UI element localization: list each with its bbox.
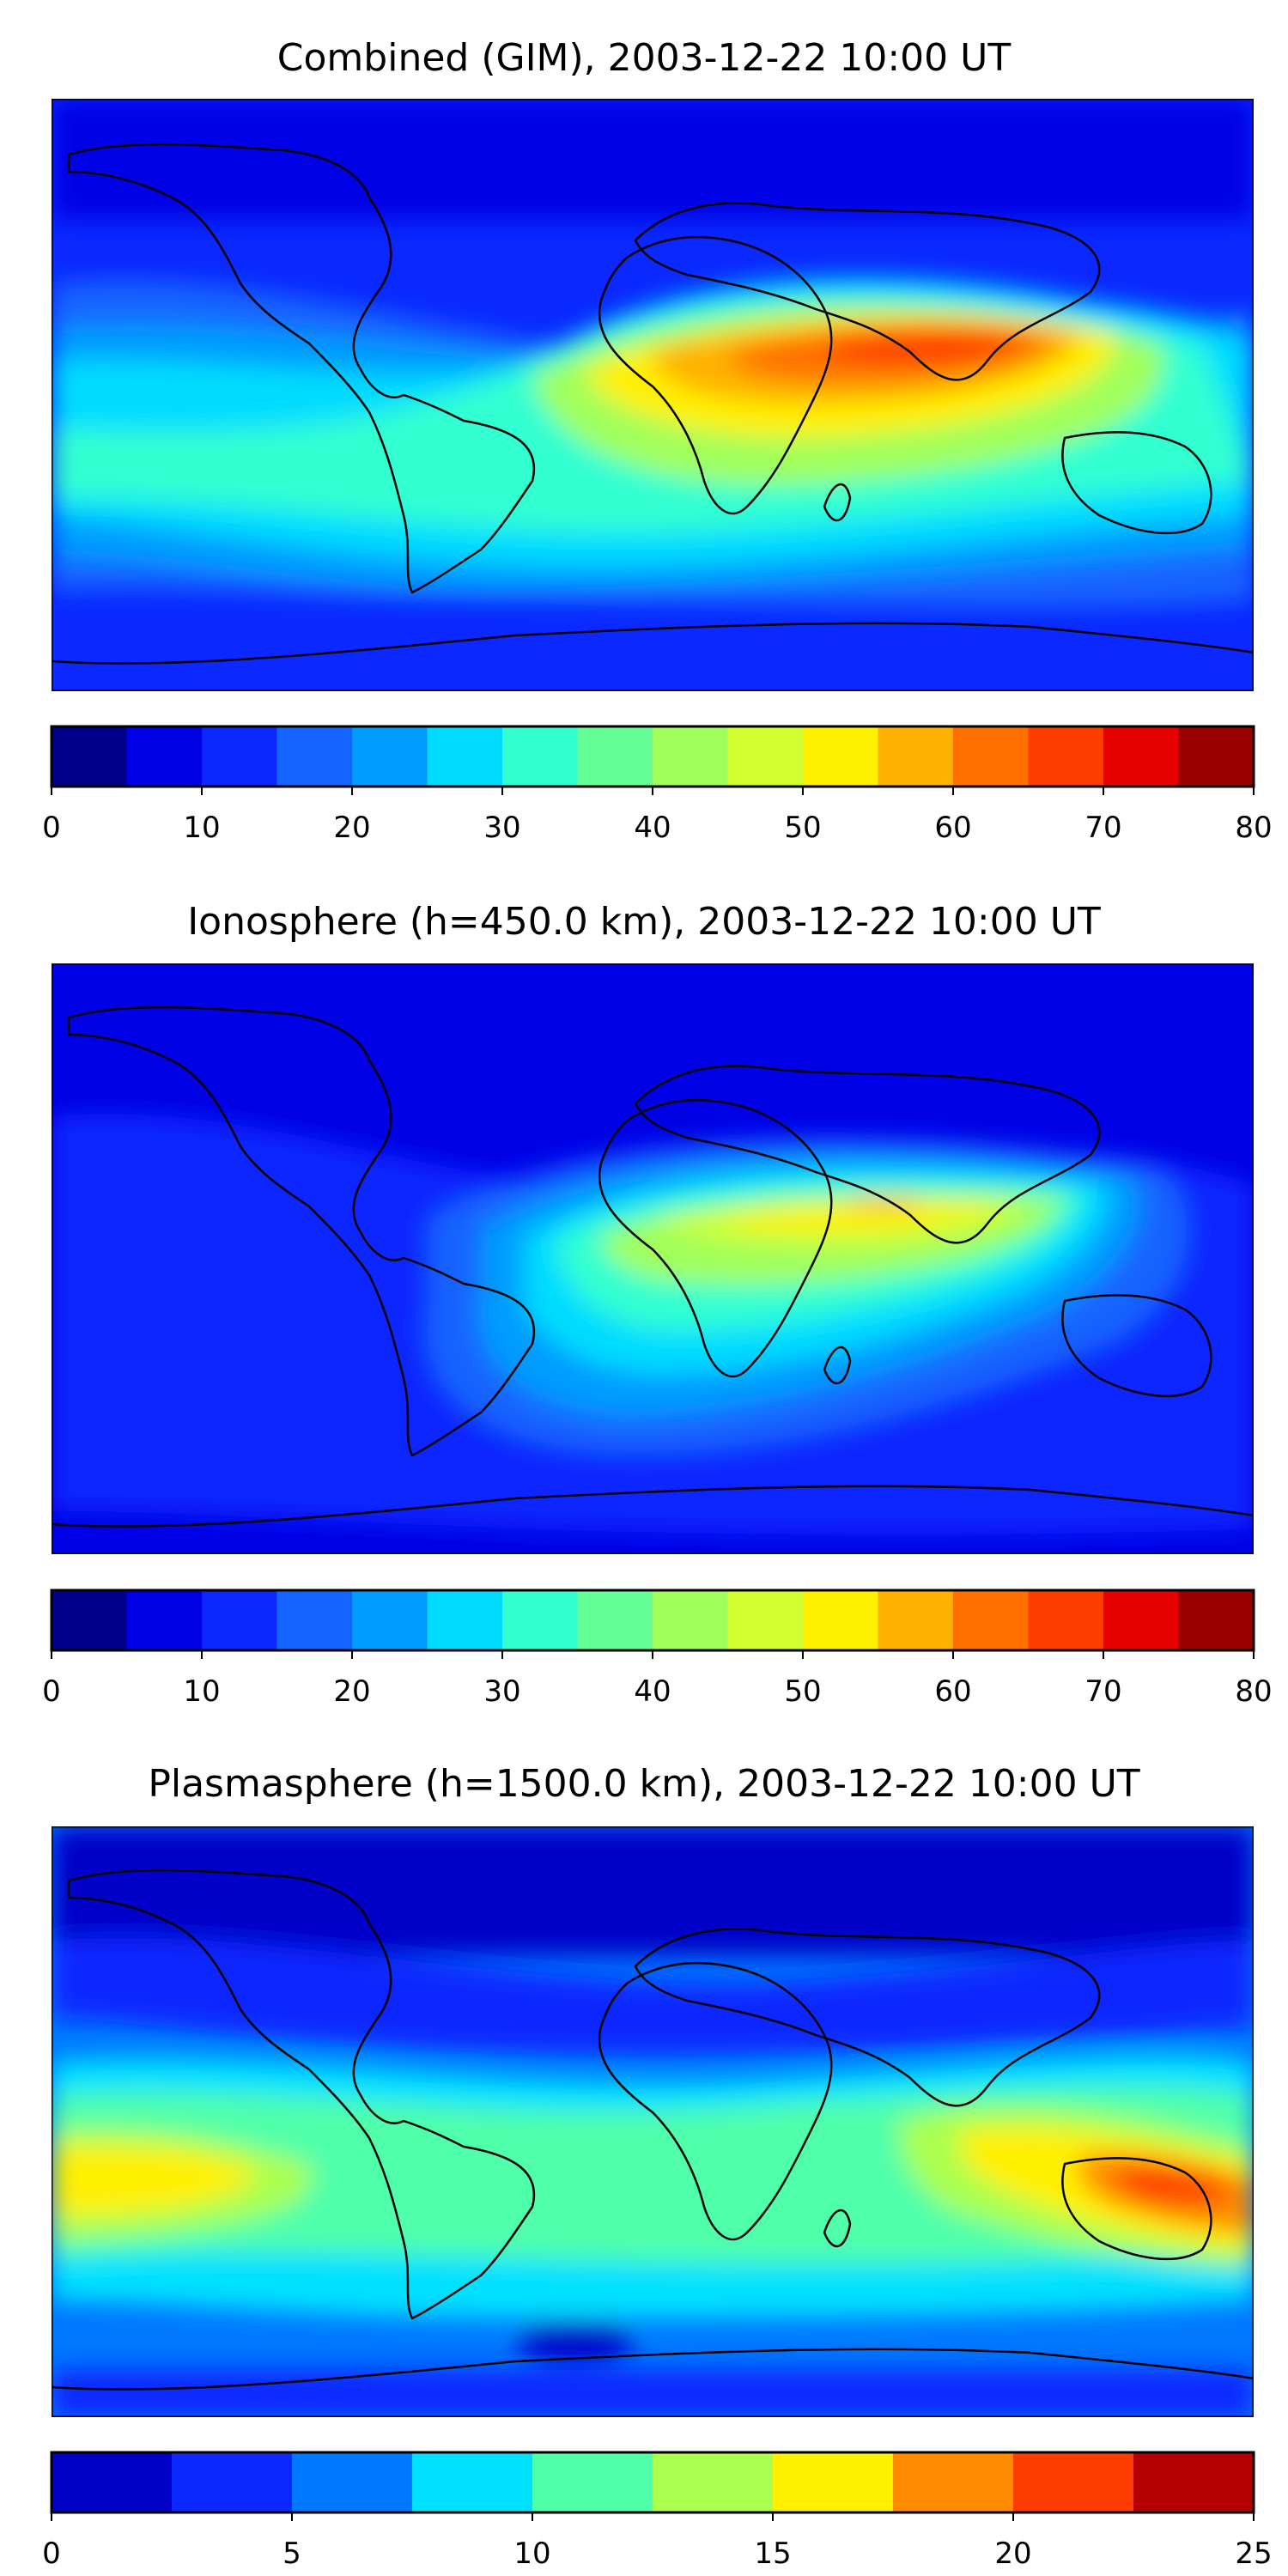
colorbar-bin: [1103, 726, 1179, 787]
colorbar-tick-label: 80: [1235, 1674, 1273, 1709]
colorbar-bin: [653, 2452, 774, 2512]
colorbar-tick-label: 0: [42, 2537, 61, 2571]
colorbar-bin: [1103, 1590, 1179, 1650]
colorbar-tick-label: 15: [754, 2537, 792, 2571]
colorbar-bin: [1013, 2452, 1134, 2512]
colorbar-bin: [773, 2452, 894, 2512]
colorbar-bin: [427, 726, 503, 787]
colorbar-bin: [52, 726, 127, 787]
colorbar-frame: [50, 2451, 1255, 2514]
colorbar-bin: [502, 1590, 578, 1650]
colorbar-bin: [172, 2452, 293, 2512]
colorbar-bin: [352, 726, 428, 787]
colorbar-bin: [803, 1590, 878, 1650]
colorbar-tick-label: 50: [784, 1674, 822, 1709]
colorbar-bin: [727, 726, 804, 787]
colorbar-tick-label: 40: [634, 1674, 671, 1709]
colorbar-bin: [878, 726, 954, 787]
colorbar-bin: [1028, 1590, 1104, 1650]
colorbar-bin: [52, 2452, 173, 2512]
colorbar-tick-label: 20: [333, 811, 371, 845]
colorbar-tick-label: 40: [634, 811, 671, 845]
colorbar-bin: [502, 726, 578, 787]
panel-3-title: Plasmasphere (h=1500.0 km), 2003-12-22 1…: [148, 1762, 1140, 1806]
colorbar-bin: [1133, 2452, 1255, 2512]
colorbar-tick-label: 70: [1084, 811, 1122, 845]
colorbar-bin: [532, 2452, 653, 2512]
colorbar-bin: [878, 1590, 954, 1650]
colorbar-bin: [427, 1590, 503, 1650]
colorbar-bin: [653, 1590, 728, 1650]
colorbar-tick-label: 0: [42, 1674, 61, 1709]
colorbar-bin: [202, 1590, 277, 1650]
colorbar-tick-label: 10: [513, 2537, 551, 2571]
colorbar-bin: [1178, 1590, 1255, 1650]
colorbar-bin: [577, 726, 653, 787]
panel-1-title: Combined (GIM), 2003-12-22 10:00 UT: [276, 36, 1012, 80]
colorbar-bin: [1028, 726, 1104, 787]
colorbar-tick-label: 10: [183, 1674, 221, 1709]
panel-2-title: Ionosphere (h=450.0 km), 2003-12-22 10:0…: [187, 900, 1101, 944]
colorbar-tick-label: 20: [994, 2537, 1032, 2571]
colorbar-bin: [953, 1590, 1029, 1650]
colorbar-tick-label: 50: [784, 811, 822, 845]
colorbar-bin: [1178, 726, 1255, 787]
colorbar-bin: [893, 2452, 1014, 2512]
colorbar-bin: [653, 726, 728, 787]
colorbar-bin: [276, 1590, 353, 1650]
colorbar-tick-label: 70: [1084, 1674, 1122, 1709]
colorbar-bin: [803, 726, 878, 787]
colorbar-bin: [727, 1590, 804, 1650]
colorbar-tick-label: 60: [934, 811, 972, 845]
colorbar-tick-label: 80: [1235, 811, 1273, 845]
colorbar-bin: [202, 726, 277, 787]
colorbar-tick-label: 20: [333, 1674, 371, 1709]
colorbar-tick-label: 10: [183, 811, 221, 845]
colorbar-bin: [352, 1590, 428, 1650]
colorbar-bin: [412, 2452, 533, 2512]
colorbar-tick-label: 0: [42, 811, 61, 845]
colorbar-bin: [126, 1590, 203, 1650]
colorbar-tick-label: 5: [283, 2537, 301, 2571]
colorbar-bin: [577, 1590, 653, 1650]
colorbar-bin: [276, 726, 353, 787]
colorbar-tick-label: 30: [483, 811, 521, 845]
colorbar-tick-label: 25: [1235, 2537, 1273, 2571]
colorbar-bin: [292, 2452, 413, 2512]
colorbar-bin: [126, 726, 203, 787]
colorbar-bin: [52, 1590, 127, 1650]
colorbar-bin: [953, 726, 1029, 787]
colorbar-tick-label: 60: [934, 1674, 972, 1709]
colorbar-tick-label: 30: [483, 1674, 521, 1709]
